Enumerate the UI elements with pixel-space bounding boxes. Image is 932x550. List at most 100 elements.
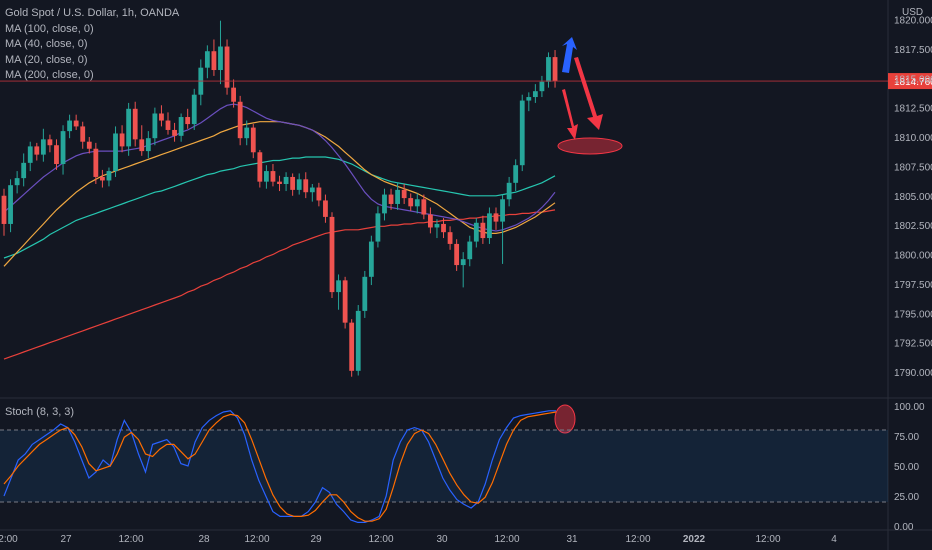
candle-61	[401, 184, 407, 204]
candle-10	[67, 114, 72, 139]
time-tick-9: 31	[566, 534, 578, 545]
candle-53	[349, 319, 355, 377]
stoch-tick-3: 25.00	[894, 492, 919, 503]
up-arrow-icon	[562, 37, 577, 73]
candle-38	[250, 124, 256, 159]
price-tick-7: 1807.500	[894, 162, 932, 173]
candle-41	[270, 164, 276, 187]
candle-22	[145, 131, 151, 159]
candle-body	[21, 162, 27, 179]
candle-body	[375, 213, 381, 242]
candle-body	[257, 152, 263, 182]
candle-58	[382, 188, 387, 221]
price-tick-10: 1815.000	[894, 74, 932, 85]
price-tick-12: 1820.000	[894, 16, 932, 27]
candle-4	[27, 141, 33, 172]
candle-body	[80, 126, 86, 142]
candle-2	[14, 171, 20, 194]
stoch-band	[0, 430, 888, 502]
candle-body	[132, 108, 138, 140]
candle-body	[244, 127, 250, 139]
symbol-title[interactable]: Gold Spot / U.S. Dollar, 1h, OANDA	[5, 7, 180, 19]
legend-ma20[interactable]: MA (20, close, 0)	[5, 53, 88, 66]
candle-body	[428, 214, 433, 228]
candle-body	[231, 87, 236, 102]
chart-legend: Gold Spot / U.S. Dollar, 1h, OANDA MA (1…	[5, 6, 179, 84]
legend-ma200[interactable]: MA (200, close, 0)	[5, 69, 94, 81]
price-tick-6: 1805.000	[894, 192, 932, 203]
candle-75	[493, 207, 499, 230]
candle-72	[473, 218, 479, 248]
candle-body	[100, 176, 105, 181]
candle-5	[34, 142, 40, 161]
candle-body	[323, 200, 328, 217]
candle-body	[237, 101, 243, 139]
candle-body	[67, 120, 72, 132]
candle-70	[460, 252, 466, 288]
candle-44	[290, 173, 296, 196]
candle-34	[224, 39, 230, 95]
candle-37	[244, 120, 250, 146]
candle-body	[473, 222, 479, 242]
candle-body	[86, 141, 92, 149]
candle-body	[296, 179, 302, 190]
candle-body	[349, 322, 355, 371]
ma200-line	[3, 209, 556, 360]
legend-ma100[interactable]: MA (100, close, 0)	[5, 22, 94, 35]
candle-76	[500, 194, 505, 264]
candle-body	[493, 213, 499, 222]
candle-body	[165, 120, 171, 130]
candle-body	[60, 131, 66, 165]
candle-64	[421, 194, 427, 220]
candle-body	[532, 91, 538, 98]
candle-body	[224, 46, 230, 88]
candle-0	[1, 188, 7, 236]
candle-35	[231, 79, 236, 108]
candle-81	[532, 84, 538, 103]
last-price-tag	[888, 73, 932, 90]
candle-3	[21, 153, 27, 187]
candle-body	[139, 139, 145, 152]
candle-62	[408, 193, 414, 212]
candle-69	[454, 239, 460, 271]
stoch-tick-1: 75.00	[894, 432, 919, 443]
time-tick-7: 30	[436, 534, 448, 545]
candle-body	[309, 187, 315, 193]
legend-ma40[interactable]: MA (40, close, 0)	[5, 38, 88, 50]
candle-body	[506, 182, 512, 200]
candle-60	[395, 182, 400, 210]
candle-67	[441, 218, 446, 239]
candle-30	[198, 59, 204, 106]
candle-68	[447, 226, 453, 250]
candle-body	[546, 57, 551, 82]
candle-1	[8, 179, 13, 233]
candle-57	[375, 206, 381, 248]
candle-25	[165, 112, 171, 135]
time-tick-11: 2022	[683, 534, 706, 545]
candle-body	[552, 57, 558, 82]
candle-body	[519, 100, 525, 166]
price-tick-0: 1790.000	[894, 368, 932, 379]
candle-52	[342, 276, 348, 329]
candle-body	[73, 120, 79, 127]
candle-body	[8, 185, 13, 224]
stoch-legend[interactable]: Stoch (8, 3, 3)	[5, 406, 75, 418]
last-price-label: 1814.760	[894, 77, 932, 88]
candle-body	[93, 148, 99, 177]
time-tick-8: 12:00	[494, 534, 519, 545]
time-tick-5: 29	[310, 534, 322, 545]
ma40-line	[3, 121, 556, 267]
candle-51	[336, 274, 341, 310]
candle-body	[159, 113, 164, 121]
currency-label: USD	[902, 7, 924, 18]
price-tick-8: 1810.000	[894, 133, 932, 144]
candle-74	[487, 207, 492, 244]
candle-31	[204, 45, 210, 79]
candle-body	[270, 171, 276, 182]
candle-7	[47, 134, 53, 153]
price-tick-4: 1800.000	[894, 251, 932, 262]
candle-59	[388, 188, 394, 210]
candle-14	[93, 142, 99, 184]
